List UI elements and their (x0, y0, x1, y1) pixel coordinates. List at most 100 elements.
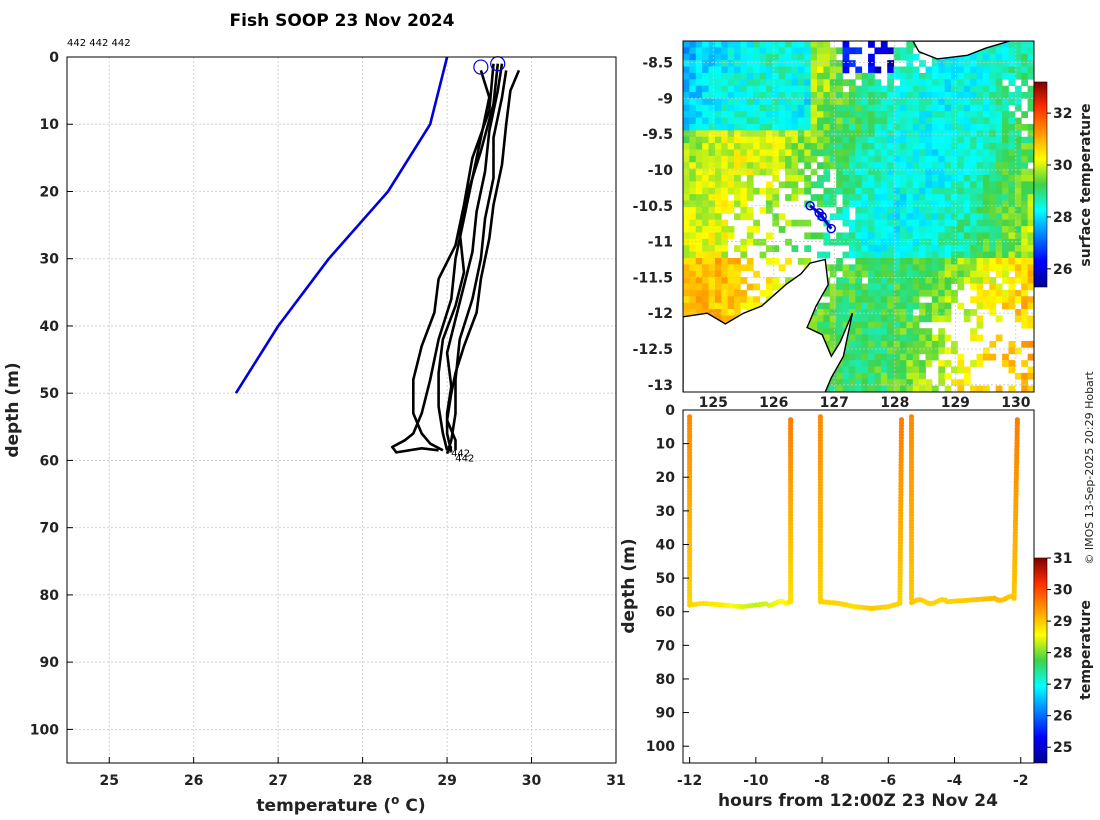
map-sst-cell (689, 92, 697, 99)
map-sst-cell (791, 130, 799, 138)
map-sst-cell (919, 238, 926, 246)
map-sst-cell (880, 155, 888, 163)
map-sst-cell (868, 175, 875, 182)
map-sst-cell (868, 340, 875, 348)
map-sst-cell (893, 47, 901, 55)
map-sst-cell (919, 60, 926, 67)
map-sst-cell (880, 143, 888, 150)
map-sst-cell (714, 213, 722, 221)
map-sst-cell (906, 85, 914, 93)
map-sst-cell (836, 162, 843, 170)
map-sst-cell (944, 270, 952, 278)
map-sst-cell (919, 130, 926, 138)
map-sst-cell (721, 92, 729, 99)
map-sst-cell (746, 111, 754, 118)
map-sst-cell (721, 60, 729, 67)
map-sst-cell (702, 123, 709, 131)
map-sst-cell (810, 104, 818, 112)
map-sst-cell (912, 245, 920, 252)
map-sst-cell (919, 264, 926, 272)
map-sst-cell (753, 296, 760, 304)
map-sst-cell (880, 136, 888, 144)
map-sst-cell (1027, 257, 1034, 265)
map-sst-cell (874, 251, 882, 259)
map-sst-cell (957, 117, 965, 125)
map-sst-cell (887, 334, 894, 342)
map-sst-cell (734, 98, 741, 106)
map-sst-cell (1002, 66, 1009, 74)
profile-line-cast-2 (412, 63, 495, 452)
map-sst-cell (734, 149, 741, 157)
map-sst-cell (976, 136, 984, 144)
map-sst-cell (912, 372, 920, 380)
map-sst-cell (887, 366, 894, 374)
map-sst-cell (919, 379, 926, 387)
map-sst-cell (970, 60, 977, 67)
map-sst-cell (931, 168, 939, 176)
map-sst-cell (714, 155, 722, 163)
map-sst-cell (695, 309, 703, 316)
map-sst-cell (995, 334, 1003, 342)
profile-x-tick-label: 31 (606, 773, 625, 789)
map-sst-cell (708, 251, 716, 259)
map-sst-cell (1021, 251, 1029, 259)
map-sst-cell (957, 213, 965, 221)
map-sst-cell (823, 155, 831, 163)
map-sst-cell (925, 353, 933, 361)
map-sst-cell (817, 79, 824, 87)
map-sst-cell (714, 149, 722, 157)
map-sst-cell (804, 257, 812, 265)
map-sst-cell (887, 111, 894, 118)
map-sst-cell (791, 111, 799, 118)
map-sst-cell (1027, 200, 1034, 208)
map-sst-cell (951, 79, 958, 87)
map-sst-cell (874, 366, 882, 374)
map-sst-cell (1021, 79, 1029, 87)
map-sst-cell (893, 206, 901, 214)
map-sst-cell (868, 213, 875, 221)
map-sst-cell (759, 41, 767, 48)
map-sst-cell (746, 47, 754, 55)
map-sst-cell (797, 111, 805, 118)
map-sst-cell (746, 296, 754, 304)
map-sst-cell (785, 277, 792, 284)
map-sst-cell (842, 168, 850, 176)
map-sst-cell (855, 309, 863, 316)
map-sst-cell (829, 296, 837, 304)
map-sst-cell (823, 85, 831, 93)
map-sst-cell (887, 79, 894, 87)
map-sst-cell (982, 72, 990, 80)
map-sst-cell (810, 53, 818, 61)
map-ship-track (805, 201, 837, 234)
map-sst-cell (925, 200, 933, 208)
map-y-tick-label: -10 (648, 163, 674, 179)
map-sst-cell (912, 360, 920, 367)
map-sst-cell (906, 111, 914, 118)
map-sst-cell (899, 309, 907, 316)
map-sst-cell (785, 155, 792, 163)
map-sst-cell (836, 175, 843, 182)
map-sst-cell (912, 72, 920, 80)
map-sst-cell (734, 155, 741, 163)
map-sst-cell (778, 79, 786, 87)
map-sst-cell (746, 257, 754, 265)
map-sst-cell (951, 194, 958, 201)
map-sst-cell (708, 136, 716, 144)
map-sst-cell (721, 155, 729, 163)
map-sst-cell (810, 194, 818, 201)
map-sst-cell (1021, 123, 1029, 131)
map-sst-cell (702, 117, 709, 125)
map-sst-cell (683, 187, 690, 195)
map-sst-cell (951, 130, 958, 138)
map-sst-cell (683, 162, 690, 170)
map-sst-cell (938, 334, 946, 342)
map-sst-cell (734, 41, 741, 48)
map-sst-cell (912, 162, 920, 170)
map-sst-cell (702, 66, 709, 74)
map-sst-cell (842, 283, 850, 291)
map-sst-cell (1027, 85, 1034, 93)
map-sst-cell (734, 111, 741, 118)
profile-marker-cast-start-a (473, 59, 489, 75)
map-sst-cell (874, 66, 882, 74)
map-sst-cell (893, 372, 901, 380)
